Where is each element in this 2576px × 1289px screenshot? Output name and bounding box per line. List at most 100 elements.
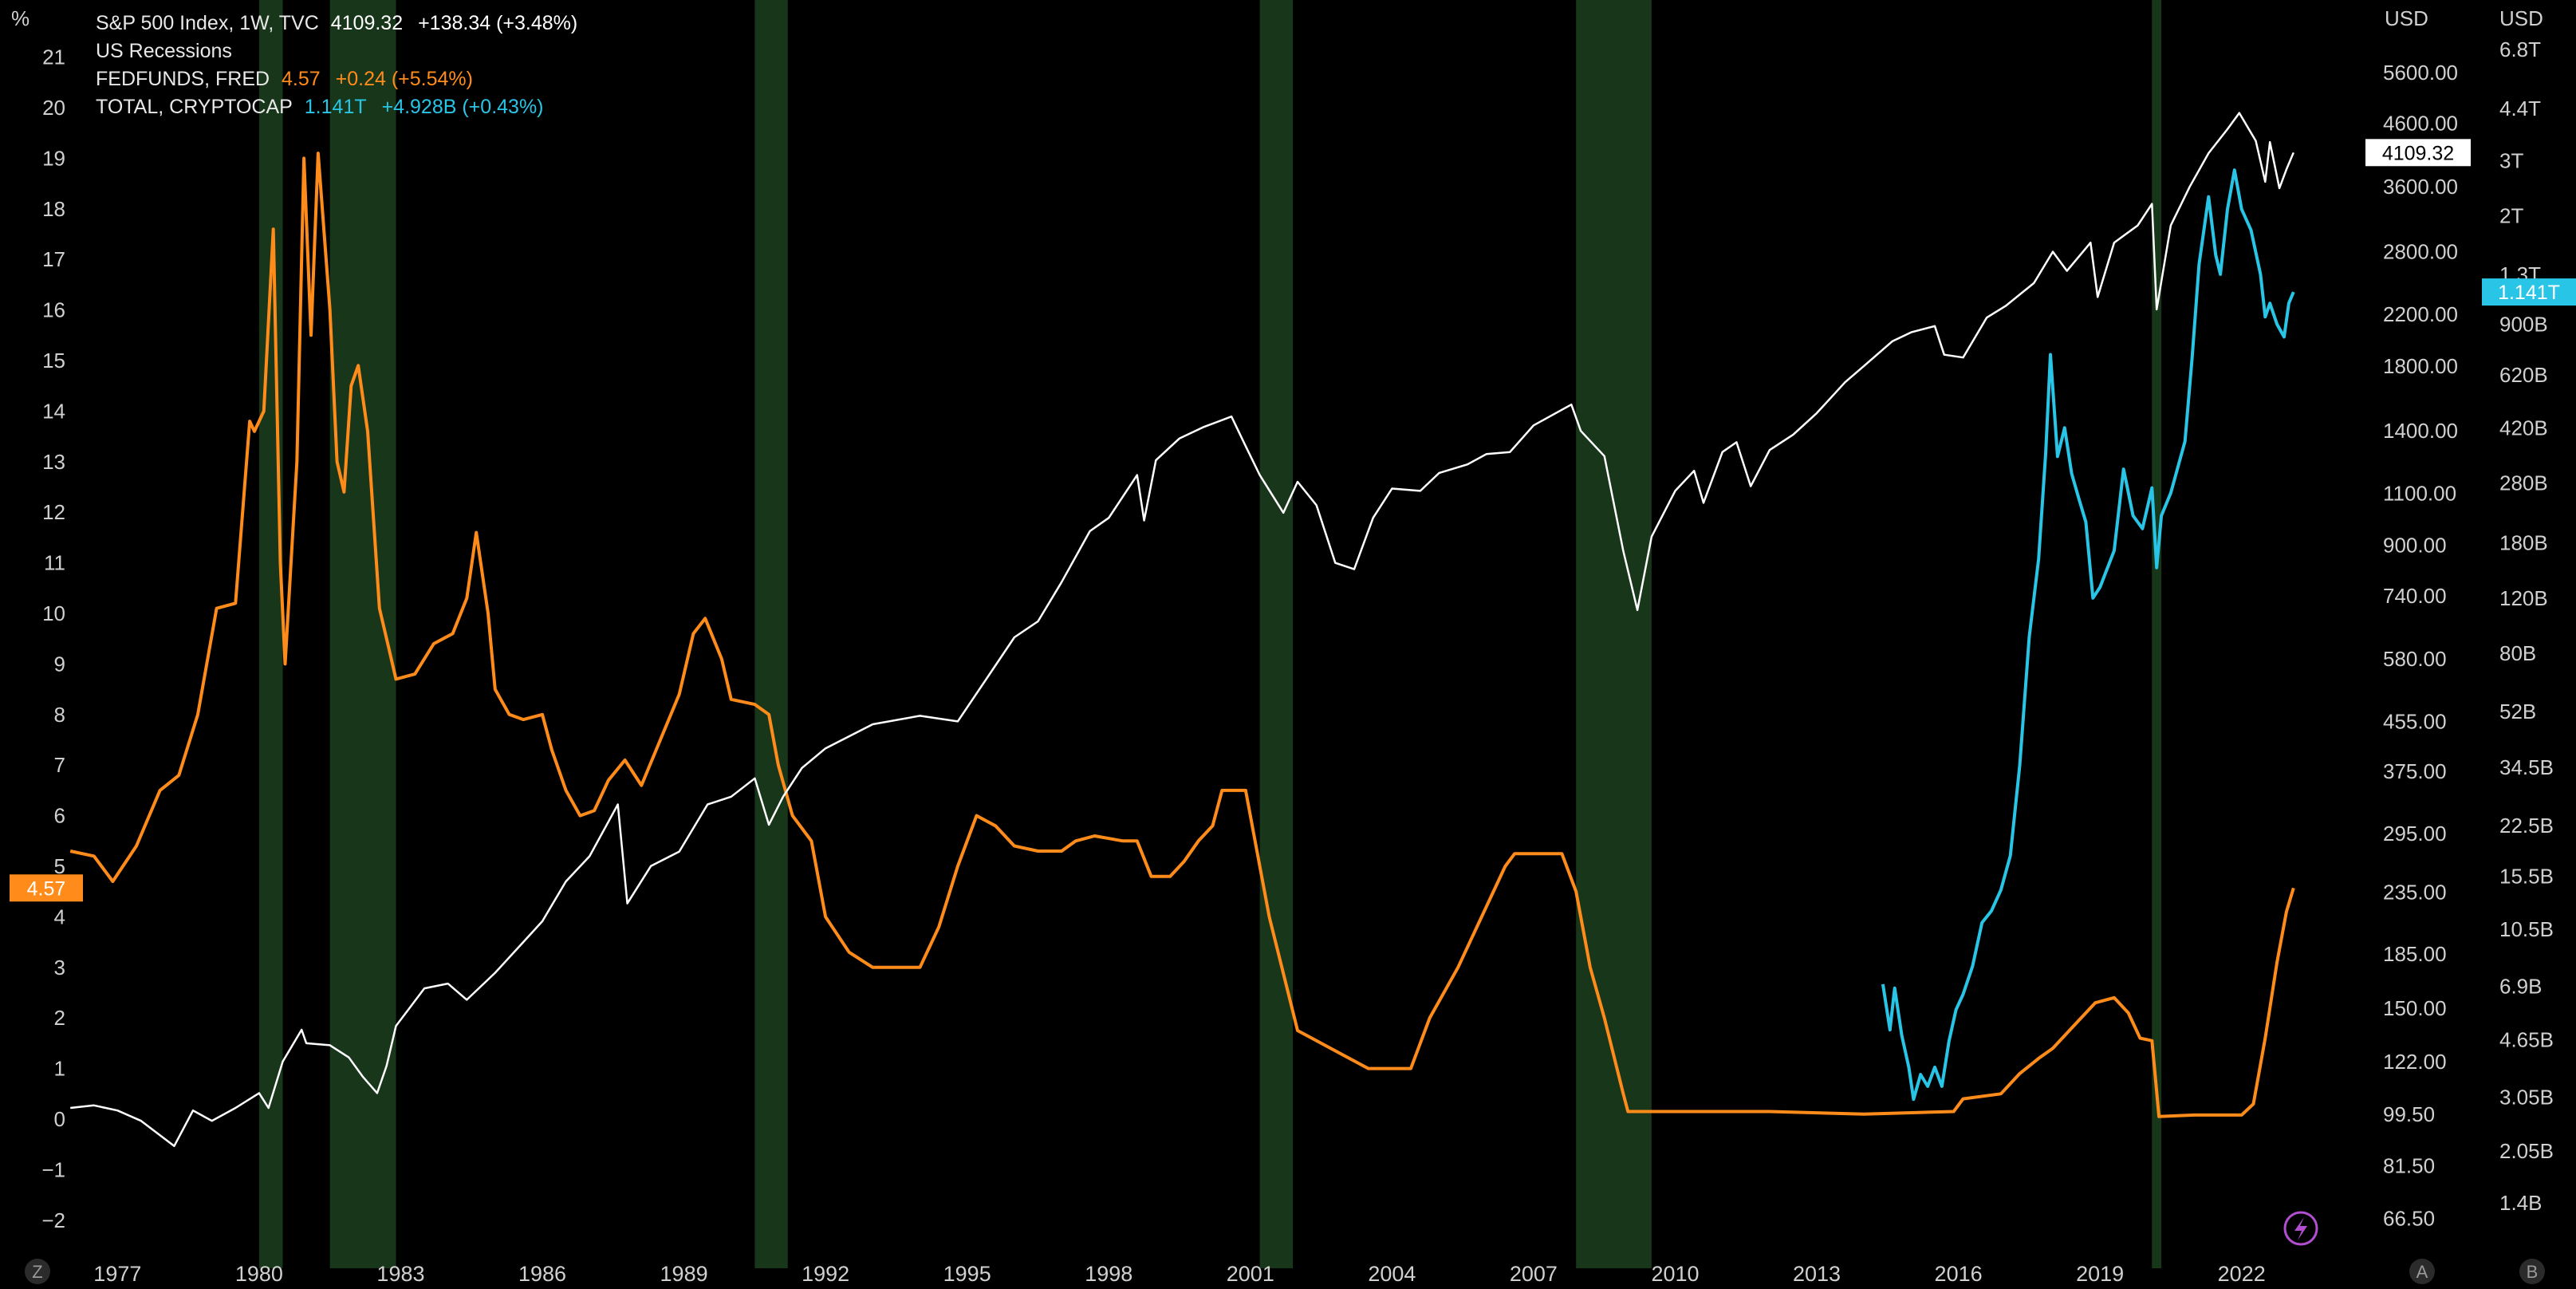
spx-axis-tick: 580.00 — [2383, 647, 2447, 671]
zoom-button — [25, 1259, 50, 1284]
left-axis-tick: 11 — [44, 551, 65, 575]
crypto-axis-tick: 52B — [2499, 700, 2536, 723]
crypto-axis-tick: 6.9B — [2499, 974, 2543, 998]
recession-band-0 — [258, 0, 283, 1268]
spx-axis-tick: 900.00 — [2383, 533, 2447, 557]
crypto-axis-tick: 4.4T — [2499, 97, 2541, 120]
lightning-icon — [2283, 1211, 2318, 1246]
legend-fedfunds-name: FEDFUNDS, FRED — [96, 68, 270, 90]
crypto-axis-tick: 34.5B — [2499, 755, 2554, 779]
spx-axis-tick: 2200.00 — [2383, 302, 2458, 326]
spx-axis-tick: 122.00 — [2383, 1050, 2447, 1074]
spx-axis-unit: USD — [2385, 6, 2428, 30]
crypto-axis-tick: 620B — [2499, 363, 2548, 387]
spx-axis-tick: 99.50 — [2383, 1102, 2435, 1126]
crypto-line — [1881, 168, 2295, 1102]
legend: S&P 500 Index, 1W, TVC 4109.32 +138.34 (… — [96, 10, 587, 121]
spx-axis-tick: 185.00 — [2383, 942, 2447, 966]
recession-band-3 — [1259, 0, 1294, 1268]
crypto-axis-tick: 22.5B — [2499, 814, 2554, 838]
left-axis-tick: 20 — [42, 96, 65, 120]
scale-b-button — [2519, 1259, 2545, 1284]
recession-band-4 — [1576, 0, 1652, 1268]
zoom-button-glyph: Z — [32, 1262, 42, 1282]
spx-axis-tick: 150.00 — [2383, 996, 2447, 1020]
spx-axis-tick: 295.00 — [2383, 822, 2447, 846]
legend-spx[interactable]: S&P 500 Index, 1W, TVC 4109.32 +138.34 (… — [96, 10, 587, 37]
left-axis-tick: 5 — [54, 854, 65, 878]
spx-axis-tick: 1100.00 — [2383, 481, 2456, 505]
left-axis-tick: 3 — [54, 956, 65, 980]
left-axis-tick: 9 — [54, 652, 65, 676]
legend-fedfunds[interactable]: FEDFUNDS, FRED 4.57 +0.24 (+5.54%) — [96, 65, 587, 93]
spx-axis-tick: 1800.00 — [2383, 354, 2458, 378]
x-axis-tick: 1998 — [1085, 1262, 1132, 1286]
legend-crypto[interactable]: TOTAL, CRYPTOCAP 1.141T +4.928B (+0.43%) — [96, 93, 587, 121]
fedfunds-price-tag-label: 4.57 — [27, 877, 66, 900]
crypto-axis-unit: USD — [2499, 6, 2543, 30]
x-axis-tick: 2004 — [1368, 1262, 1416, 1286]
spx-axis-tick: 455.00 — [2383, 709, 2447, 733]
spx-axis-tick: 66.50 — [2383, 1207, 2435, 1231]
crypto-axis-tick: 10.5B — [2499, 917, 2554, 941]
spx-axis-tick: 5600.00 — [2383, 61, 2458, 85]
x-axis-tick: 2019 — [2076, 1262, 2124, 1286]
legend-spx-name: S&P 500 Index, 1W, TVC — [96, 12, 319, 34]
x-axis-tick: 1995 — [943, 1262, 991, 1286]
x-axis-tick: 2016 — [1935, 1262, 1983, 1286]
spx-line — [70, 112, 2294, 1148]
spx-axis-tick: 3600.00 — [2383, 175, 2458, 199]
spx-axis-tick: 1400.00 — [2383, 419, 2458, 443]
legend-spx-change: +138.34 (+3.48%) — [418, 12, 578, 34]
legend-crypto-value: 1.141T — [304, 96, 367, 118]
left-axis-tick: 1 — [54, 1057, 65, 1081]
crypto-axis-tick: 3T — [2499, 148, 2523, 172]
x-axis-tick: 1986 — [518, 1262, 566, 1286]
recession-band-2 — [754, 0, 788, 1268]
auto-scale-button — [2409, 1259, 2435, 1284]
crypto-price-tag — [2482, 278, 2576, 306]
left-axis-tick: 7 — [54, 753, 65, 777]
crypto-price-tag-label: 1.141T — [2498, 282, 2560, 304]
spx-price-tag — [2365, 139, 2471, 167]
spx-axis-tick: 740.00 — [2383, 584, 2447, 608]
spx-axis-tick: 375.00 — [2383, 759, 2447, 783]
left-axis-tick: 17 — [42, 247, 65, 271]
spx-axis-tick: 235.00 — [2383, 881, 2447, 905]
x-axis-tick: 2013 — [1793, 1262, 1841, 1286]
crypto-axis-tick: 900B — [2499, 313, 2548, 337]
crypto-axis-tick: 4.65B — [2499, 1028, 2554, 1052]
x-axis-tick: 1983 — [376, 1262, 424, 1286]
legend-recessions[interactable]: US Recessions — [96, 37, 587, 65]
crypto-axis-tick: 180B — [2499, 531, 2548, 555]
left-axis-tick: 15 — [42, 349, 65, 373]
left-axis-tick: 0 — [54, 1107, 65, 1131]
left-axis-tick: 10 — [42, 601, 65, 625]
scale-b-button-glyph: B — [2527, 1262, 2539, 1282]
legend-recessions-name: US Recessions — [96, 40, 232, 62]
left-axis-tick: 4 — [54, 905, 65, 928]
x-axis-tick: 1980 — [235, 1262, 283, 1286]
left-axis-tick: 12 — [42, 500, 65, 524]
fedfunds-line — [69, 152, 2295, 1118]
x-axis-tick: 2010 — [1651, 1262, 1699, 1286]
left-axis-tick: −1 — [41, 1157, 65, 1181]
left-axis-tick: 6 — [54, 804, 65, 828]
crypto-axis-tick: 420B — [2499, 416, 2548, 440]
legend-crypto-change: +4.928B (+0.43%) — [381, 96, 544, 118]
left-axis-tick: 19 — [42, 146, 65, 170]
x-axis-tick: 2007 — [1510, 1262, 1558, 1286]
spx-axis-tick: 2800.00 — [2383, 240, 2458, 264]
x-axis-tick: 1989 — [660, 1262, 708, 1286]
left-axis-tick: 21 — [42, 45, 65, 69]
legend-crypto-name: TOTAL, CRYPTOCAP — [96, 96, 293, 118]
crypto-axis-tick: 1.4B — [2499, 1191, 2543, 1215]
left-axis-tick: 14 — [42, 399, 65, 423]
legend-fedfunds-value: 4.57 — [282, 68, 321, 90]
fedfunds-price-tag — [10, 874, 83, 902]
legend-fedfunds-change: +0.24 (+5.54%) — [335, 68, 473, 90]
x-axis-tick: 1992 — [802, 1262, 849, 1286]
crypto-axis-tick: 3.05B — [2499, 1085, 2554, 1109]
x-axis-tick: 1977 — [93, 1262, 141, 1286]
